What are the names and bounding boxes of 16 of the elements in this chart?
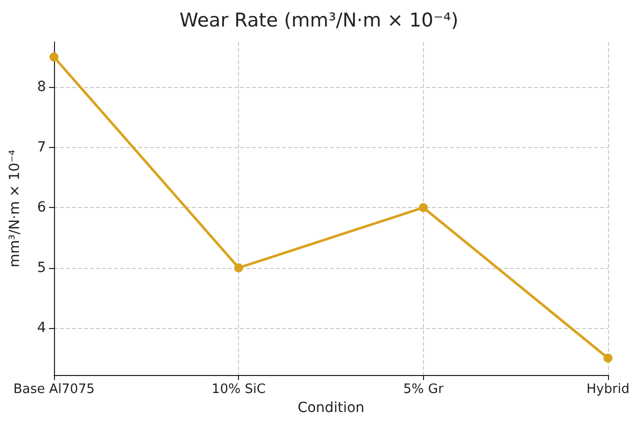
x-axis-title: Condition bbox=[298, 400, 364, 416]
y-tick-label: 7 bbox=[37, 139, 46, 156]
x-tick-label: Hybrid bbox=[586, 382, 630, 397]
chart-title: Wear Rate (mm³/N·m × 10⁻⁴) bbox=[180, 10, 458, 32]
point bbox=[604, 354, 612, 363]
y-tick-label: 8 bbox=[37, 79, 46, 96]
y-tick-label: 6 bbox=[37, 200, 46, 216]
point bbox=[418, 203, 428, 212]
y-tick-label: 4 bbox=[37, 320, 46, 336]
x-tick-label: 5% Gr bbox=[403, 382, 444, 397]
y-tick-label: 5 bbox=[37, 260, 46, 276]
y-axis-title: mm³/N·m × 10⁻⁴ bbox=[7, 149, 23, 268]
point bbox=[234, 263, 244, 272]
x-tick-label: 10% SiC bbox=[212, 382, 266, 397]
x-tick-label: Base Al7075 bbox=[13, 382, 95, 397]
point bbox=[50, 52, 58, 62]
